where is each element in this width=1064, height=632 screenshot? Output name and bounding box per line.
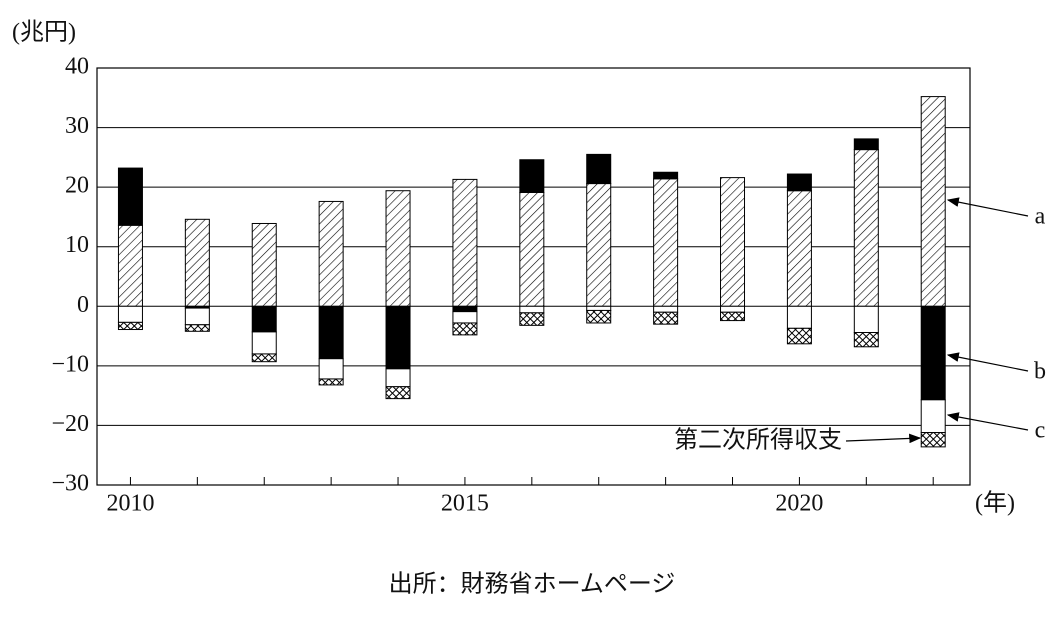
bar-segment [251, 353, 277, 363]
bar-segment [452, 305, 478, 313]
y-tick-label: −20 [51, 411, 89, 437]
y-tick-label: 40 [65, 54, 89, 80]
bar-segment [586, 153, 612, 185]
bar-segment [920, 305, 946, 401]
bar-segment [251, 331, 277, 355]
label-bg [1028, 418, 1052, 446]
bar-segment [117, 321, 143, 331]
y-unit: (兆円) [12, 19, 76, 46]
bar-segment [786, 173, 812, 192]
y-tick-label: −30 [51, 471, 89, 497]
bar-segment [318, 378, 344, 386]
bar-segment [853, 331, 879, 348]
bar-segment [786, 190, 812, 307]
bar-segment [251, 305, 277, 333]
bar-segment [385, 305, 411, 370]
bar-segment [184, 218, 210, 307]
bar-segment [653, 305, 679, 313]
bar-segment [318, 200, 344, 307]
bar-segment [385, 368, 411, 388]
bar-segment [586, 309, 612, 324]
bar-segment [452, 322, 478, 336]
label-bg [1028, 204, 1052, 232]
bar-segment [920, 432, 946, 448]
label-bg [642, 428, 842, 456]
label-arrow [946, 197, 1029, 217]
y-tick-label: 0 [77, 292, 89, 318]
bar-segment [920, 96, 946, 307]
bar-segment [586, 305, 612, 311]
y-tick-label: −10 [51, 351, 89, 377]
label-arrow [946, 412, 1029, 431]
bar-segment [117, 305, 143, 323]
bar-segment [720, 311, 746, 322]
bar-segment [385, 386, 411, 400]
bar-segment [653, 311, 679, 325]
bar-segment [385, 190, 411, 307]
bar-segment [853, 138, 879, 151]
bar-segment [653, 178, 679, 307]
bar-segment [853, 149, 879, 307]
bar-segment [786, 327, 812, 345]
bar-segment [519, 192, 545, 307]
bar-segment [452, 178, 478, 307]
bar-segment [853, 305, 879, 333]
series-label: a [1035, 204, 1046, 230]
bar-segment [251, 222, 277, 307]
bar-segment [653, 171, 679, 180]
label-bg [1028, 359, 1052, 387]
x-tick-label: 2015 [441, 491, 489, 517]
bar-segment [720, 305, 746, 313]
x-tick-label: 2020 [775, 491, 823, 517]
bar-segment [184, 307, 210, 326]
bar-segment [117, 224, 143, 307]
plot-frame [96, 67, 971, 486]
bar-segment [720, 177, 746, 307]
bar-segment [318, 358, 344, 380]
bar-segment [318, 305, 344, 360]
bar-segment [452, 311, 478, 324]
label-arrow [845, 433, 922, 444]
bar-segment [117, 167, 143, 226]
bar-segment [586, 183, 612, 307]
x-unit: (年) [975, 490, 1015, 517]
bar-segment [786, 305, 812, 329]
series-label: c [1035, 418, 1046, 444]
source: 出所：財務省ホームページ [389, 571, 676, 598]
y-tick-label: 30 [65, 113, 89, 139]
x-tick-label: 2010 [106, 491, 154, 517]
bar-segment [519, 305, 545, 314]
series-label: b [1034, 359, 1046, 385]
bar-segment [519, 312, 545, 326]
series-label: 第二次所得収支 [674, 427, 842, 454]
bar-segment [920, 399, 946, 434]
y-tick-label: 20 [65, 173, 89, 199]
y-tick-label: 10 [65, 232, 89, 258]
label-arrow [946, 352, 1029, 372]
bar-segment [519, 159, 545, 194]
bar-segment [184, 324, 210, 332]
